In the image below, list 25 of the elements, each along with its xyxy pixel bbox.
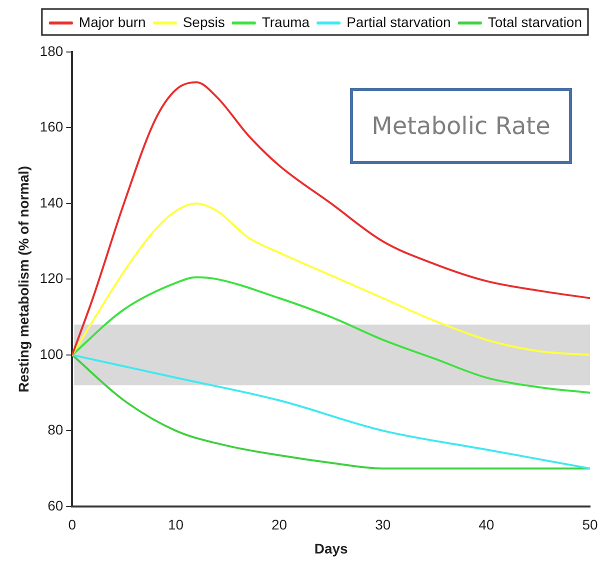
x-tick-label: 20 <box>272 516 288 533</box>
line-series <box>72 81 590 356</box>
legend-label: Trauma <box>262 14 310 30</box>
y-tick-label: 100 <box>40 346 64 362</box>
x-axis-title: Days <box>314 540 348 556</box>
line-series <box>72 276 590 394</box>
line-series <box>72 354 590 470</box>
line-series <box>72 202 590 356</box>
y-tick-label: 120 <box>40 270 64 286</box>
y-tick-label: 60 <box>48 497 64 514</box>
x-tick-label: 50 <box>582 516 598 533</box>
x-tick-label: 10 <box>168 516 184 533</box>
x-tick-label: 0 <box>68 516 76 533</box>
y-tick-label: 80 <box>48 422 64 438</box>
legend-label: Sepsis <box>182 14 225 30</box>
y-axis-title: Resting metabolism (% of normal) <box>15 166 32 392</box>
legend-label: Total starvation <box>488 14 582 30</box>
legend-label: Major burn <box>78 14 146 30</box>
x-tick-label: 30 <box>375 516 391 533</box>
y-tick-label: 140 <box>40 194 64 210</box>
x-tick-label: 40 <box>478 516 494 533</box>
y-tick-label: 180 <box>40 42 64 59</box>
legend-label: Partial starvation <box>346 14 451 30</box>
annotation: Metabolic Rate <box>350 88 572 164</box>
y-tick-label: 160 <box>40 118 64 135</box>
